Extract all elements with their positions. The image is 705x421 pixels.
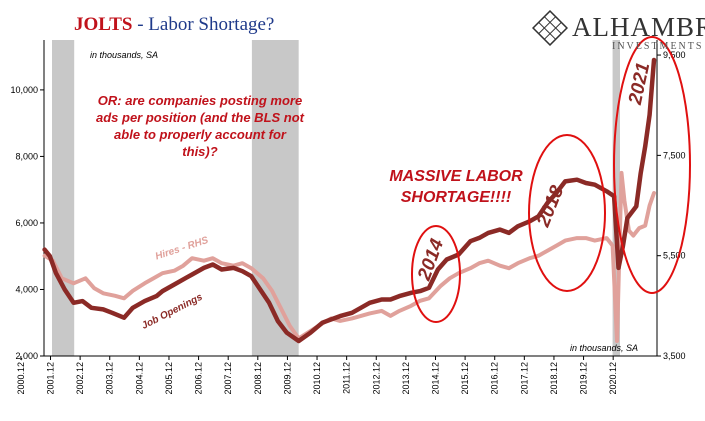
x-tick-label: 2001.12 xyxy=(46,362,56,395)
x-tick-label: 2000.12 xyxy=(16,362,26,395)
x-tick-label: 2012.12 xyxy=(371,362,381,395)
massive-shortage-annotation: MASSIVE LABOR SHORTAGE!!!! xyxy=(389,168,523,206)
x-tick-label: 2019.12 xyxy=(579,362,589,395)
x-tick-label: 2013.12 xyxy=(401,362,411,395)
y-right-tick-label: 7,500 xyxy=(663,150,686,160)
question-annotation: OR: are companies posting more ads per p… xyxy=(96,93,304,159)
axes: 2,000 4,000 6,000 8,000 10,000 3,500 5,500 7,50… xyxy=(10,40,686,395)
x-tick-label: 2016.12 xyxy=(490,362,500,395)
chart-title-rest: - Labor Shortage? xyxy=(132,14,275,35)
y-left-tick-label: 10,000 xyxy=(10,85,38,95)
circle-2021 xyxy=(613,36,691,294)
chart-title-main: JOLTS xyxy=(74,14,133,35)
chart-title: JOLTS - Labor Shortage? xyxy=(74,14,274,36)
x-tick-label: 2002.12 xyxy=(75,362,85,395)
logo-name: ALHAMBRA xyxy=(572,12,705,42)
y-right-tick-label: 5,500 xyxy=(663,251,686,261)
x-tick-label: 2006.12 xyxy=(194,362,204,395)
diamond-grid-icon xyxy=(532,10,568,46)
logo-subtitle: INVESTMENTS xyxy=(612,41,704,52)
circle-2014 xyxy=(411,225,461,323)
units-right-label: in thousands, SA xyxy=(570,343,639,353)
x-tick-label: 2007.12 xyxy=(223,362,233,395)
x-tick-label: 2020.12 xyxy=(608,362,618,395)
x-tick-label: 2017.12 xyxy=(519,362,529,395)
x-tick-label: 2018.12 xyxy=(549,362,559,395)
y-right-tick-label: 9,500 xyxy=(663,50,686,60)
x-tick-label: 2009.12 xyxy=(282,362,292,395)
x-tick-label: 2011.12 xyxy=(342,362,352,394)
job-openings-line xyxy=(42,57,657,344)
y-right-tick-label: 3,500 xyxy=(663,351,686,361)
circle-2018 xyxy=(528,134,606,292)
y-left-tick-label: 4,000 xyxy=(15,284,38,294)
x-tick-label: 2004.12 xyxy=(134,362,144,395)
x-tick-label: 2003.12 xyxy=(105,362,115,395)
recession-band-0 xyxy=(51,40,75,356)
series-lines xyxy=(42,57,657,344)
recession-bands xyxy=(51,40,620,356)
x-tick-label: 2010.12 xyxy=(312,362,322,395)
highlight-circles xyxy=(411,36,691,323)
y-left-tick-label: 6,000 xyxy=(15,218,38,228)
recession-band-1 xyxy=(251,40,299,356)
y-left-tick-label: 8,000 xyxy=(15,151,38,161)
y-left-tick-label: 2,000 xyxy=(15,351,38,361)
x-tick-label: 2008.12 xyxy=(253,362,263,395)
x-tick-label: 2005.12 xyxy=(164,362,174,395)
units-left-label: in thousands, SA xyxy=(90,50,159,60)
hires-line xyxy=(42,170,656,343)
x-tick-label: 2015.12 xyxy=(460,362,470,395)
x-tick-label: 2014.12 xyxy=(430,362,440,395)
